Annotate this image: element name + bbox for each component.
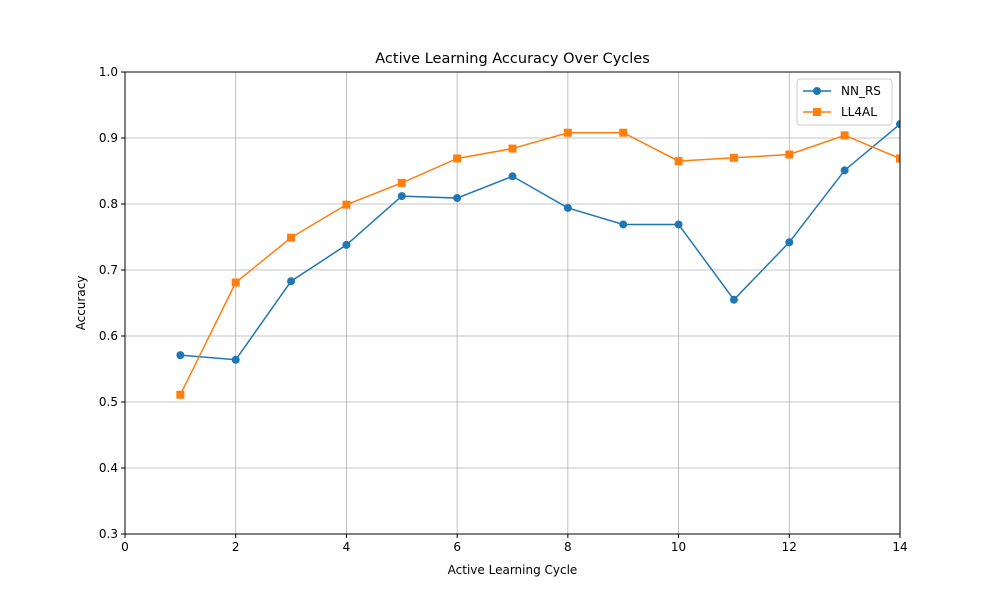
data-point: [176, 390, 185, 399]
data-point: [563, 203, 572, 212]
y-tick-label: 1.0: [99, 65, 118, 79]
series-line: [179, 131, 900, 396]
legend-marker: [813, 108, 821, 116]
x-tick-label: 6: [453, 540, 461, 554]
x-tick-label: 10: [671, 540, 686, 554]
data-point: [896, 154, 900, 163]
data-point: [619, 128, 628, 137]
legend-item: LL4AL: [803, 105, 877, 119]
data-point: [453, 154, 462, 163]
data-point: [342, 200, 351, 209]
data-point: [231, 355, 240, 364]
data-point: [397, 178, 406, 187]
y-axis-label: Accuracy: [74, 276, 88, 331]
x-axis-label: Active Learning Cycle: [448, 563, 578, 577]
series-line: [180, 123, 900, 361]
data-point: [287, 277, 296, 286]
data-point: [896, 120, 900, 129]
data-point: [785, 238, 794, 247]
y-tick-label: 0.5: [99, 395, 118, 409]
y-tick-label: 0.6: [99, 329, 118, 343]
x-tick-label: 2: [232, 540, 240, 554]
chart-title: Active Learning Accuracy Over Cycles: [375, 51, 650, 67]
data-point: [619, 220, 628, 229]
series-nn-rs: [176, 120, 900, 364]
data-point: [453, 194, 462, 203]
legend: NN_RS LL4AL: [796, 78, 893, 126]
y-tick-label: 0.3: [99, 527, 118, 541]
plot-frame: [124, 71, 901, 535]
series-layer: [176, 120, 900, 399]
x-tick-label: 14: [892, 540, 907, 554]
legend-label: LL4AL: [841, 105, 877, 119]
data-point: [674, 220, 683, 229]
y-tick-label: 0.9: [99, 131, 118, 145]
x-tick-label: 12: [782, 540, 797, 554]
x-tick-label: 8: [564, 540, 572, 554]
data-point: [342, 240, 351, 249]
legend-marker: [813, 87, 821, 95]
data-point: [508, 144, 517, 153]
x-tick-label: 4: [343, 540, 351, 554]
data-point: [563, 128, 572, 137]
data-point: [231, 278, 240, 287]
data-point: [176, 351, 185, 360]
data-point: [785, 150, 794, 159]
data-point: [729, 153, 738, 162]
data-point: [508, 172, 517, 181]
y-tick-label: 0.8: [99, 197, 118, 211]
data-point: [397, 192, 406, 201]
data-point: [287, 233, 296, 242]
data-point: [729, 295, 738, 304]
legend-item: NN_RS: [803, 84, 881, 98]
y-tick-label: 0.7: [99, 263, 118, 277]
y-axis-ticks: 0.3 0.4 0.5 0.6 0.7 0.8 0.9 1.0: [99, 65, 125, 541]
series-ll4al: [176, 128, 900, 399]
x-tick-label: 0: [121, 540, 129, 554]
data-point: [674, 157, 683, 166]
y-tick-label: 0.4: [99, 461, 118, 475]
data-point: [840, 131, 849, 140]
legend-label: NN_RS: [841, 84, 881, 98]
data-point: [840, 166, 849, 175]
x-axis-ticks: 0 2 4 6 8 10 12 14: [121, 534, 908, 554]
